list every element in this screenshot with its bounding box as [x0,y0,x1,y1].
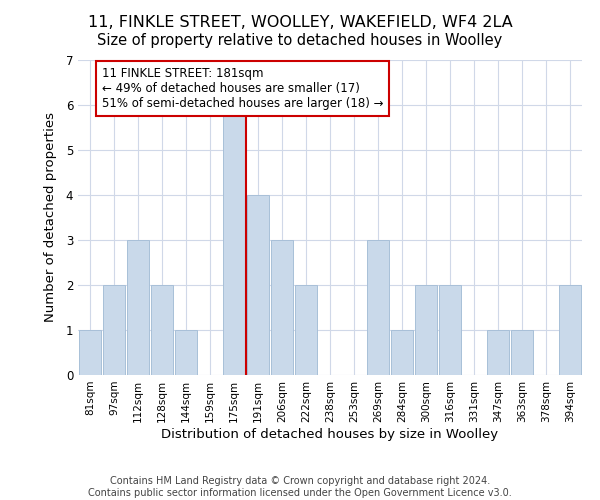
Text: 11 FINKLE STREET: 181sqm
← 49% of detached houses are smaller (17)
51% of semi-d: 11 FINKLE STREET: 181sqm ← 49% of detach… [102,66,383,110]
Bar [439,285,461,375]
Text: Contains HM Land Registry data © Crown copyright and database right 2024.
Contai: Contains HM Land Registry data © Crown c… [88,476,512,498]
Bar [151,285,173,375]
Bar [511,330,533,375]
Bar [103,285,125,375]
Bar [79,330,101,375]
Bar [367,240,389,375]
X-axis label: Distribution of detached houses by size in Woolley: Distribution of detached houses by size … [161,428,499,440]
Bar [247,195,269,375]
Bar [391,330,413,375]
Y-axis label: Number of detached properties: Number of detached properties [44,112,58,322]
Bar [559,285,581,375]
Bar [175,330,197,375]
Text: Size of property relative to detached houses in Woolley: Size of property relative to detached ho… [97,32,503,48]
Bar [295,285,317,375]
Bar [487,330,509,375]
Bar [127,240,149,375]
Bar [415,285,437,375]
Bar [223,105,245,375]
Text: 11, FINKLE STREET, WOOLLEY, WAKEFIELD, WF4 2LA: 11, FINKLE STREET, WOOLLEY, WAKEFIELD, W… [88,15,512,30]
Bar [271,240,293,375]
